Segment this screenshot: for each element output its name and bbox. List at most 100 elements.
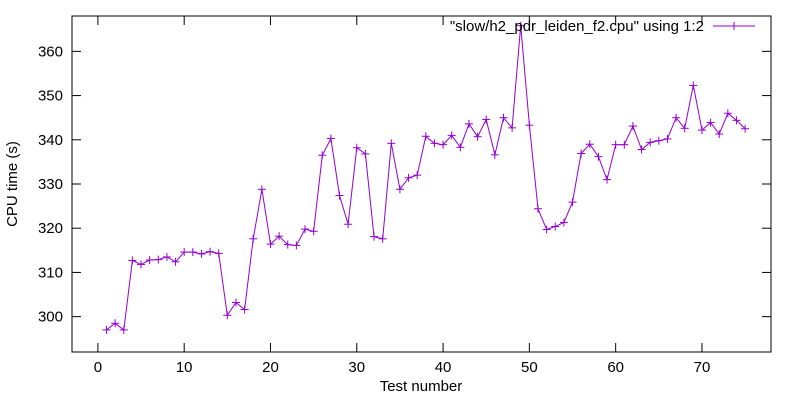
y-axis-label: CPU time (s): [4, 141, 21, 227]
data-point: [335, 191, 344, 200]
data-point: [171, 257, 180, 266]
x-tick-label: 60: [607, 359, 624, 376]
series-line: [106, 25, 746, 331]
data-point: [223, 311, 232, 320]
data-point: [689, 81, 698, 90]
legend: "slow/h2_pdr_leiden_f2.cpu" using 1:2: [450, 18, 755, 35]
data-point: [456, 143, 465, 152]
data-point: [568, 198, 577, 207]
data-point: [430, 139, 439, 148]
x-axis-label: Test number: [380, 378, 463, 395]
data-point: [266, 240, 275, 249]
legend-label: "slow/h2_pdr_leiden_f2.cpu" using 1:2: [450, 18, 704, 35]
data-point: [395, 185, 404, 194]
series-group: [102, 21, 750, 334]
data-point: [490, 150, 499, 159]
data-point: [646, 138, 655, 147]
data-point: [706, 118, 715, 127]
x-tick-label: 70: [694, 359, 711, 376]
data-point: [292, 241, 301, 250]
data-point: [525, 121, 534, 130]
data-point: [715, 130, 724, 139]
data-point: [361, 149, 370, 158]
data-point: [672, 113, 681, 122]
x-tick-label: 30: [348, 359, 365, 376]
y-tick-label: 320: [38, 220, 63, 237]
data-point: [551, 222, 560, 231]
x-tick-label: 0: [94, 359, 102, 376]
data-point: [447, 131, 456, 140]
data-point: [249, 234, 258, 243]
data-point: [413, 171, 422, 180]
data-point: [119, 325, 128, 334]
data-point: [188, 248, 197, 257]
data-point: [231, 298, 240, 307]
data-point: [378, 234, 387, 243]
data-point: [102, 325, 111, 334]
data-point: [611, 140, 620, 149]
data-point: [585, 140, 594, 149]
data-point: [162, 252, 171, 261]
x-tick-label: 10: [176, 359, 193, 376]
x-axis: 0 10 20 30 40 50 60 70: [94, 16, 711, 376]
data-point: [628, 122, 637, 131]
data-point: [283, 240, 292, 249]
plot-frame: [71, 15, 772, 353]
y-tick-label: 330: [38, 176, 63, 193]
data-point: [137, 260, 146, 269]
data-point: [654, 136, 663, 145]
data-point: [154, 255, 163, 264]
data-point: [387, 139, 396, 148]
data-point: [499, 113, 508, 122]
data-point: [318, 151, 327, 160]
data-point: [352, 143, 361, 152]
data-point: [508, 123, 517, 132]
y-tick-label: 340: [38, 132, 63, 149]
data-point: [542, 225, 551, 234]
data-point: [482, 115, 491, 124]
data-point: [594, 152, 603, 161]
data-point: [111, 319, 120, 328]
data-point: [197, 249, 206, 258]
data-point: [559, 218, 568, 227]
data-point: [145, 256, 154, 265]
y-tick-label: 300: [38, 309, 63, 326]
data-point: [534, 204, 542, 213]
data-point: [473, 132, 482, 141]
data-point: [663, 134, 672, 143]
data-point: [421, 132, 430, 141]
data-point: [439, 140, 448, 149]
data-point: [577, 149, 586, 158]
data-point: [516, 21, 525, 30]
data-point: [603, 175, 612, 184]
data-point: [257, 185, 266, 194]
data-point: [206, 247, 215, 256]
data-point: [326, 134, 335, 143]
data-point: [680, 124, 689, 133]
data-point: [128, 256, 137, 265]
data-point: [697, 126, 706, 135]
data-point: [370, 232, 379, 241]
y-axis: 300 310 320 330 340 350 360: [38, 43, 771, 326]
data-point: [404, 173, 413, 182]
data-point: [301, 225, 309, 234]
data-point: [741, 124, 750, 133]
data-point: [275, 232, 284, 241]
data-point: [723, 109, 732, 118]
data-point: [309, 227, 318, 236]
data-point: [464, 119, 473, 128]
data-point: [214, 249, 223, 258]
data-point: [732, 116, 741, 125]
x-tick-label: 50: [521, 359, 538, 376]
y-tick-label: 310: [38, 264, 63, 281]
data-point: [620, 140, 629, 149]
data-point: [637, 145, 646, 154]
x-tick-label: 40: [435, 359, 452, 376]
x-tick-label: 20: [262, 359, 279, 376]
data-point: [344, 220, 353, 229]
y-tick-label: 360: [38, 43, 63, 60]
data-point: [240, 305, 249, 314]
data-point: [180, 248, 189, 257]
